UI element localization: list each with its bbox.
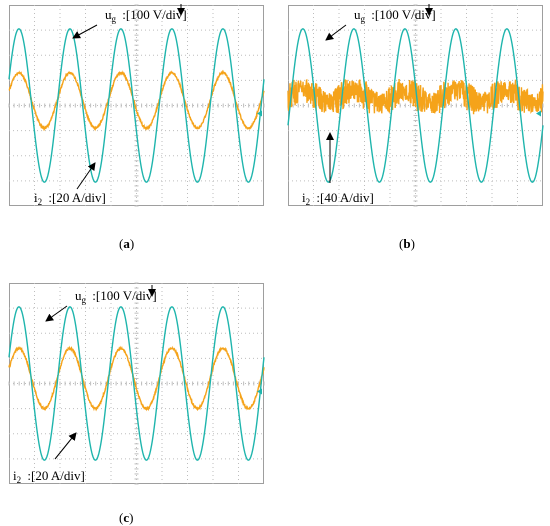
scope-panel-b: ug :[100 V/div] i2 :[40 A/div]	[287, 4, 544, 207]
caption-a: (a)	[119, 236, 135, 251]
series-subscript: g	[82, 295, 87, 305]
ug-voltage-trace	[8, 28, 265, 183]
svg-text:ug :[100 V/div]: ug :[100 V/div]	[75, 288, 157, 305]
channel-marker-icon	[536, 110, 541, 117]
oscilloscope-plot-a: ug :[100 V/div] i2 :[20 A/div]	[8, 4, 265, 207]
caption-b: (b)	[399, 236, 415, 251]
scope-panel-a: ug :[100 V/div] i2 :[20 A/div]	[8, 4, 265, 207]
pointer-arrow-icon	[76, 162, 96, 190]
series-subscript: 2	[17, 475, 22, 485]
caption-c: (c)	[119, 510, 134, 525]
series-scale: :[100 V/div]	[119, 7, 187, 22]
channel-marker-icon	[257, 388, 262, 395]
svg-text:i2 :[20 A/div]: i2 :[20 A/div]	[13, 468, 85, 485]
series-subscript: g	[112, 14, 117, 24]
series-subscript: 2	[38, 197, 43, 207]
channel-marker-icon	[257, 110, 262, 117]
series-scale: :[20 A/div]	[45, 190, 106, 205]
ug-voltage-trace	[8, 306, 265, 461]
series-name: i	[13, 468, 17, 483]
series-name: u	[105, 7, 112, 22]
scope-panel-c: ug :[100 V/div] i2 :[20 A/div]	[8, 282, 265, 485]
series-name: i	[302, 190, 306, 205]
i2-label: i2 :[40 A/div]	[302, 190, 374, 207]
series-name: u	[75, 288, 82, 303]
i2-label: i2 :[20 A/div]	[13, 468, 85, 485]
i2-current-trace	[287, 78, 544, 115]
ug-label: ug :[100 V/div]	[354, 7, 436, 24]
series-subscript: 2	[306, 197, 311, 207]
series-name: u	[354, 7, 361, 22]
series-scale: :[40 A/div]	[313, 190, 374, 205]
i2-current-trace	[8, 345, 265, 412]
svg-text:i2 :[40 A/div]: i2 :[40 A/div]	[302, 190, 374, 207]
grid	[8, 4, 265, 207]
oscilloscope-plot-c: ug :[100 V/div] i2 :[20 A/div]	[8, 282, 265, 485]
series-name: i	[34, 190, 38, 205]
ug-label: ug :[100 V/div]	[75, 288, 157, 305]
series-subscript: g	[361, 14, 366, 24]
i2-current-trace	[8, 69, 265, 132]
oscilloscope-plot-b: ug :[100 V/div] i2 :[40 A/div]	[287, 4, 544, 207]
pointer-arrow-icon	[72, 24, 98, 39]
i2-label: i2 :[20 A/div]	[34, 190, 106, 207]
series-scale: :[100 V/div]	[368, 7, 436, 22]
ug-label: ug :[100 V/div]	[105, 7, 187, 24]
pointer-arrow-icon	[325, 24, 347, 41]
svg-text:i2 :[20 A/div]: i2 :[20 A/div]	[34, 190, 106, 207]
svg-text:ug :[100 V/div]: ug :[100 V/div]	[105, 7, 187, 24]
svg-text:ug :[100 V/div]: ug :[100 V/div]	[354, 7, 436, 24]
pointer-arrow-icon	[45, 305, 68, 322]
series-scale: :[20 A/div]	[24, 468, 85, 483]
series-scale: :[100 V/div]	[89, 288, 157, 303]
pointer-arrow-icon	[54, 432, 77, 460]
